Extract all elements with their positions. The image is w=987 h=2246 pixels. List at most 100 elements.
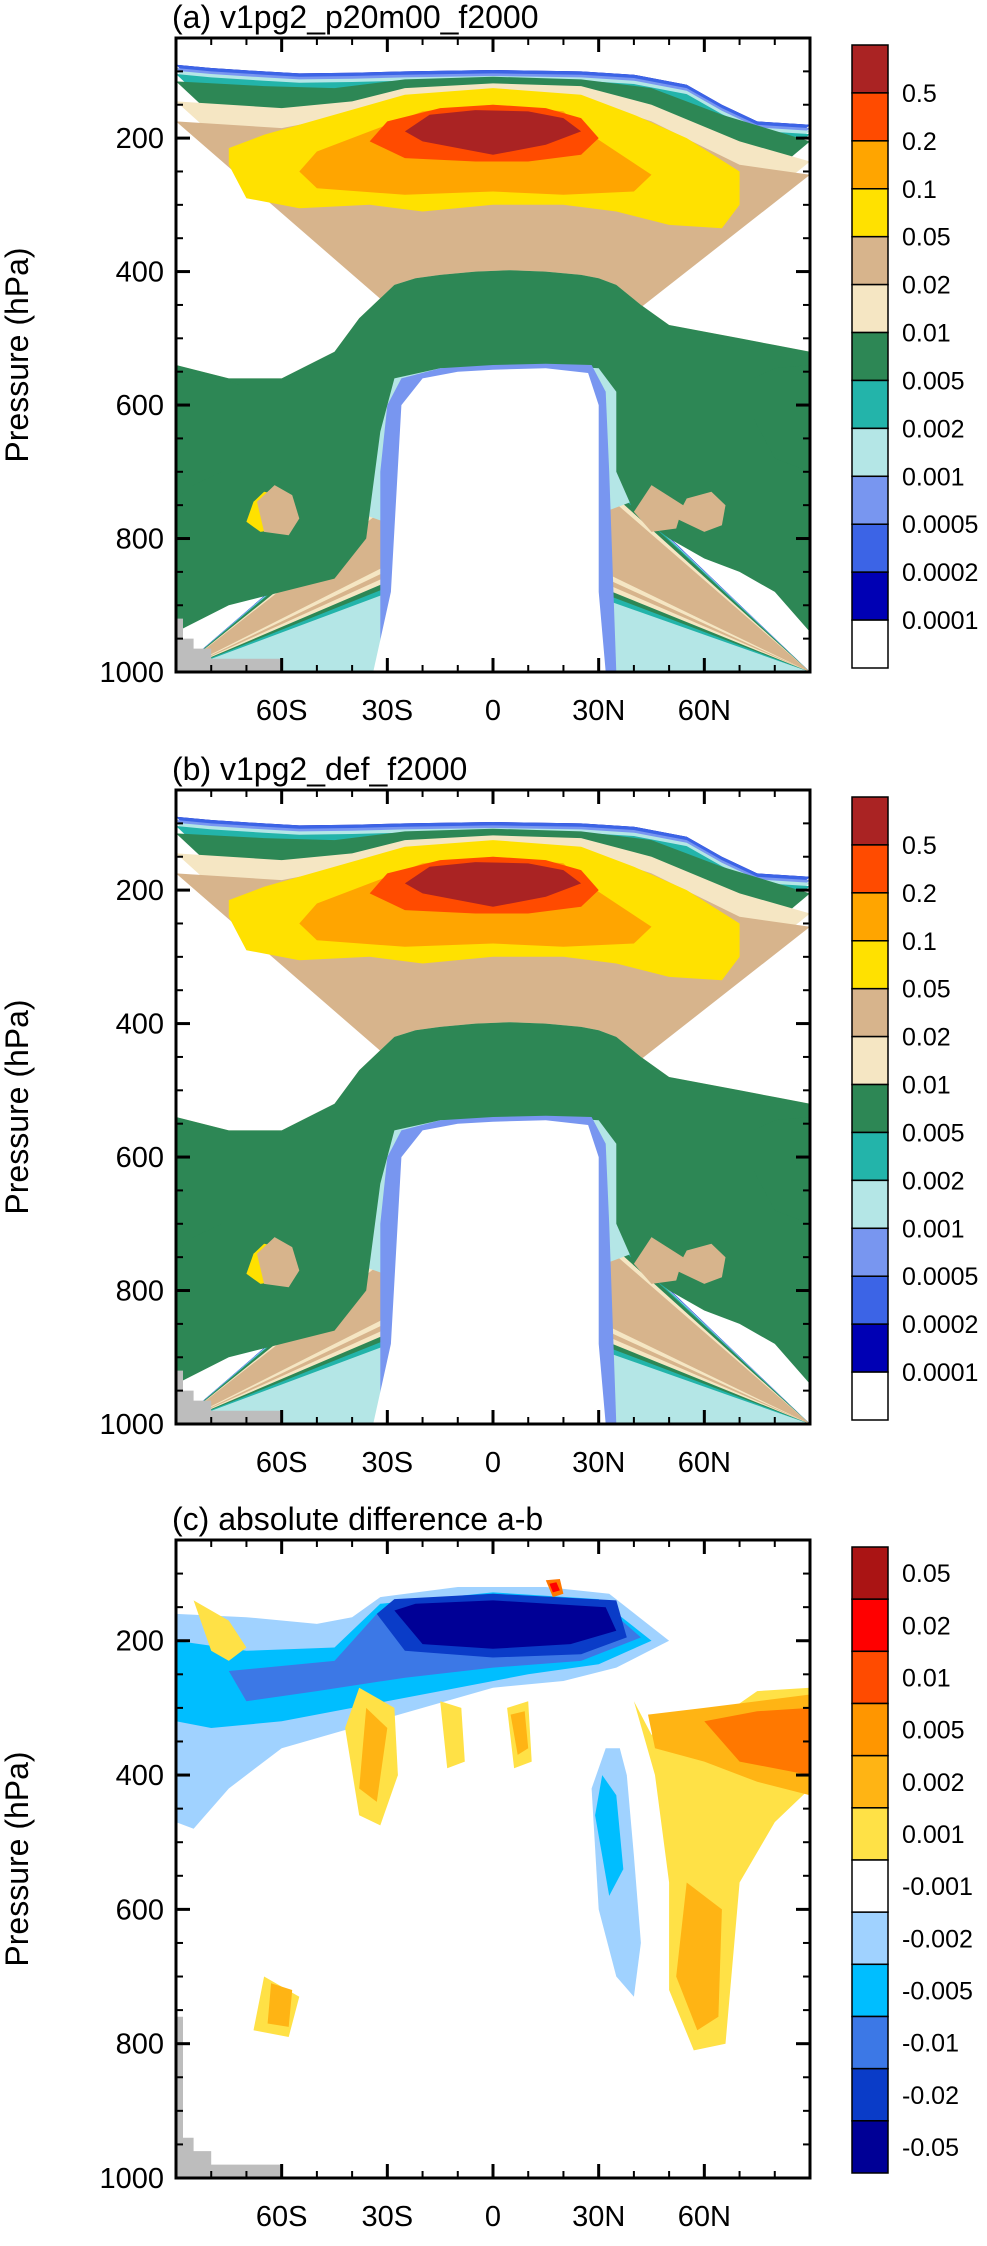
colorbar-box: [851, 140, 889, 190]
patch-green-left: [176, 1127, 240, 1251]
colorbar-box: [851, 1035, 889, 1086]
colorbar-box: [851, 892, 889, 942]
diff-yellow: [440, 1701, 465, 1769]
dome-green: [176, 270, 810, 632]
x-tick-label: 30S: [362, 2201, 414, 2233]
patch-green-right: [753, 1117, 810, 1224]
panel-a: (a) v1pg2_p20m00_f2000 Pressure (hPa) 200 4…: [0, 0, 978, 727]
x-tick-label: 0: [485, 1447, 501, 1479]
colorbar-box: [851, 2015, 889, 2070]
colorbar-box: [851, 1371, 889, 1421]
blob-tan: [633, 1237, 684, 1284]
x-tick-label: 60S: [256, 1447, 308, 1479]
colorbar-label: -0.02: [902, 2082, 959, 2110]
colorbar-box: [851, 427, 889, 478]
y-tick-label: 600: [116, 390, 164, 422]
x-tick-label: 60S: [256, 695, 308, 727]
colorbar-label: 0.005: [902, 1717, 965, 1745]
diff-orange: [359, 1707, 388, 1802]
dome-core: [373, 1120, 606, 1424]
colorbar-label: -0.002: [902, 1925, 973, 1953]
colorbar-label: 0.0002: [902, 559, 978, 587]
colorbar-box: [851, 235, 889, 286]
colorbar-box: [851, 1275, 889, 1325]
diff-orange: [676, 1882, 722, 2031]
land-mask: [176, 1370, 282, 1424]
colorbar-label: 0.0005: [902, 1263, 978, 1291]
colorbar-label: 0.002: [902, 1167, 965, 1195]
colorbar-label: 0.001: [902, 1215, 965, 1243]
colorbar-label: -0.01: [902, 2030, 959, 2058]
x-tick-label: 0: [485, 2201, 501, 2233]
colorbar-label: 0.01: [902, 1664, 951, 1692]
colorbar-box: [851, 1227, 889, 1277]
colorbar-box: [851, 475, 889, 525]
colorbar-label: 0.05: [902, 1560, 951, 1588]
y-tick-label: 800: [116, 524, 164, 556]
colorbar-label: 0.1: [902, 928, 937, 956]
patch-green-left: [176, 375, 240, 499]
colorbar-box: [851, 796, 889, 846]
colorbar-label: 0.0005: [902, 511, 978, 539]
colorbar-label: 0.02: [902, 272, 951, 300]
y-tick-label: 200: [116, 1626, 164, 1658]
x-tick-label: 30S: [362, 695, 414, 727]
y-tick-label: 600: [116, 1142, 164, 1174]
colorbar-label: 0.2: [902, 128, 937, 156]
colorbar-label: 0.01: [902, 1072, 951, 1100]
colorbar-label: 0.005: [902, 1119, 965, 1147]
blob-tan: [257, 1237, 300, 1288]
blob-tan: [676, 491, 726, 532]
colorbar-box: [851, 523, 889, 573]
colorbar-box: [851, 619, 889, 669]
blob-tan: [676, 1243, 726, 1284]
plot-area: [176, 1540, 810, 2178]
colorbar-label: 0.001: [902, 1821, 965, 1849]
x-tick-label: 30N: [572, 2201, 625, 2233]
colorbar-box: [851, 1179, 889, 1230]
colorbar-label: 0.1: [902, 176, 937, 204]
colorbar-box: [851, 1807, 889, 1861]
x-tick-label: 30N: [572, 695, 625, 727]
x-tick-label: 60N: [678, 695, 731, 727]
y-axis-label: Pressure (hPa): [0, 999, 35, 1214]
jet-red: [404, 110, 582, 155]
y-tick-label: 800: [116, 1276, 164, 1308]
diff-orange: [510, 1711, 529, 1755]
colorbar-box: [851, 844, 889, 894]
diff-navy: [394, 1600, 617, 1649]
blob-tan: [257, 485, 300, 536]
colorbar-label: 0.0001: [902, 1359, 978, 1387]
y-tick-label: 1000: [99, 1409, 164, 1441]
blob-tan: [633, 485, 684, 532]
colorbar-label: 0.002: [902, 1769, 965, 1797]
colorbar-label: 0.0001: [902, 607, 978, 635]
colorbar-label: 0.002: [902, 415, 965, 443]
diff-red: [549, 1582, 560, 1593]
colorbar-box: [851, 1083, 889, 1134]
colorbar-box: [851, 44, 889, 94]
colorbar-box: [851, 1963, 889, 2018]
dome-core: [373, 368, 606, 672]
colorbar-box: [851, 379, 889, 430]
x-tick-label: 60N: [678, 1447, 731, 1479]
x-tick-label: 60N: [678, 2201, 731, 2233]
colorbar-box: [851, 92, 889, 142]
colorbar-box: [851, 283, 889, 334]
colorbar-label: 0.02: [902, 1612, 951, 1640]
y-tick-label: 400: [116, 1009, 164, 1041]
colorbar-label: -0.001: [902, 1873, 973, 1901]
colorbar-box: [851, 2120, 889, 2174]
colorbar-label: 0.001: [902, 463, 965, 491]
colorbar-box: [851, 1702, 889, 1757]
colorbar-box: [851, 1911, 889, 1966]
colorbar-box: [851, 1754, 889, 1809]
x-tick-label: 60S: [256, 2201, 308, 2233]
colorbar-label: 0.5: [902, 80, 937, 108]
colorbar-label: 0.05: [902, 976, 951, 1004]
panel-b: (b) v1pg2_def_f2000 Pressure (hPa) 200 400 6…: [0, 751, 978, 1479]
diff-dark-orange: [704, 1707, 810, 1776]
y-tick-label: 600: [116, 1894, 164, 1926]
colorbar-box: [851, 331, 889, 382]
